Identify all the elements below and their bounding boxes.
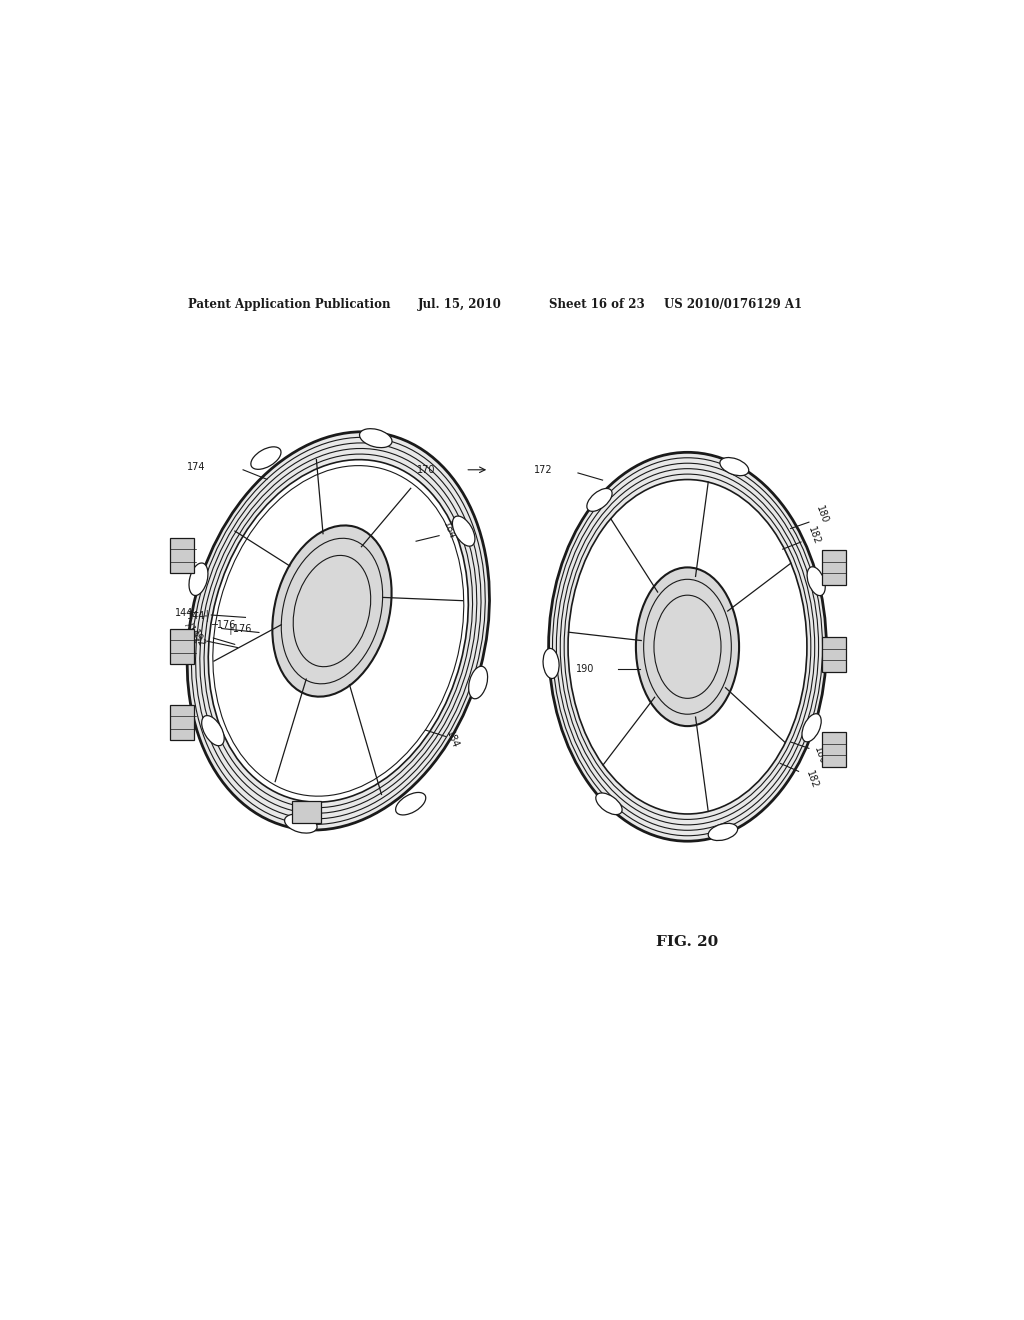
- FancyBboxPatch shape: [171, 539, 195, 573]
- Text: 180: 180: [812, 744, 827, 766]
- Ellipse shape: [285, 814, 317, 833]
- Text: 170: 170: [418, 465, 436, 475]
- Ellipse shape: [802, 714, 821, 742]
- Text: 144┤: 144┤: [187, 609, 211, 620]
- Ellipse shape: [251, 447, 281, 470]
- Ellipse shape: [272, 525, 391, 697]
- Ellipse shape: [469, 667, 487, 698]
- Ellipse shape: [453, 516, 475, 546]
- Ellipse shape: [587, 488, 612, 511]
- Text: FIG. 20: FIG. 20: [655, 935, 718, 949]
- Ellipse shape: [187, 432, 489, 830]
- Ellipse shape: [189, 564, 208, 595]
- FancyBboxPatch shape: [171, 630, 195, 664]
- Ellipse shape: [202, 715, 224, 746]
- Text: US 2010/0176129 A1: US 2010/0176129 A1: [664, 298, 802, 312]
- Ellipse shape: [543, 648, 559, 678]
- Text: Jul. 15, 2010: Jul. 15, 2010: [418, 298, 502, 312]
- Ellipse shape: [568, 479, 807, 814]
- FancyBboxPatch shape: [822, 638, 846, 672]
- FancyBboxPatch shape: [822, 550, 846, 585]
- Text: 182: 182: [804, 768, 820, 789]
- Text: 174: 174: [187, 462, 206, 471]
- Text: 184: 184: [441, 520, 458, 540]
- FancyBboxPatch shape: [171, 705, 195, 739]
- Ellipse shape: [395, 792, 426, 814]
- Ellipse shape: [709, 824, 737, 841]
- Text: 180: 180: [814, 504, 829, 524]
- Text: ├176: ├176: [227, 622, 252, 634]
- Text: 144─: 144─: [175, 607, 200, 618]
- Ellipse shape: [636, 568, 739, 726]
- FancyBboxPatch shape: [822, 733, 846, 767]
- Text: 172: 172: [534, 465, 553, 475]
- FancyBboxPatch shape: [292, 800, 321, 822]
- Text: 184: 184: [443, 729, 460, 750]
- Ellipse shape: [807, 566, 825, 595]
- Ellipse shape: [549, 453, 826, 841]
- Ellipse shape: [720, 458, 749, 475]
- Ellipse shape: [208, 459, 468, 803]
- Text: ─176: ─176: [211, 620, 236, 631]
- Ellipse shape: [359, 429, 392, 447]
- Text: 192: 192: [189, 628, 207, 649]
- Text: Sheet 16 of 23: Sheet 16 of 23: [549, 298, 644, 312]
- Ellipse shape: [596, 793, 623, 814]
- Text: /192: /192: [183, 620, 203, 644]
- Ellipse shape: [549, 453, 826, 841]
- Text: 182: 182: [806, 525, 821, 546]
- Text: 190: 190: [577, 664, 595, 675]
- Text: Patent Application Publication: Patent Application Publication: [187, 298, 390, 312]
- Ellipse shape: [187, 432, 489, 830]
